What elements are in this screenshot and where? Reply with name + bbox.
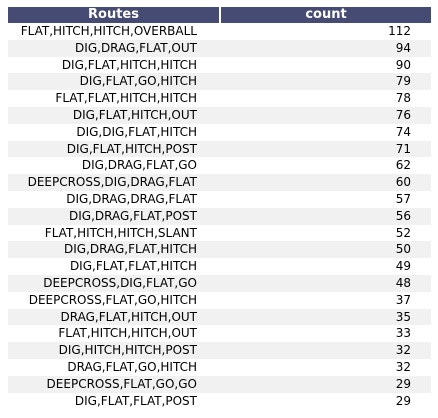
count-cell: 32 xyxy=(395,343,411,358)
table-row: DIG,FLAT,HITCH,HITCH 90 xyxy=(8,56,431,74)
table-row: DIG,DIG,FLAT,HITCH 74 xyxy=(8,123,431,141)
route-cell: DIG,DRAG,DRAG,FLAT xyxy=(66,191,197,206)
routes-table: Routes count FLAT,HITCH,HITCH,OVERBALL 11… xyxy=(8,7,431,410)
count-cell: 37 xyxy=(395,292,411,307)
route-cell: DIG,DRAG,FLAT,POST xyxy=(68,208,197,223)
table-row: FLAT,FLAT,HITCH,HITCH 78 xyxy=(8,90,431,107)
count-cell: 35 xyxy=(395,309,411,324)
table-body: FLAT,HITCH,HITCH,OVERBALL 112 DIG,DRAG,FLA… xyxy=(8,23,431,410)
route-cell: DEEPCROSS,FLAT,GO,HITCH xyxy=(28,292,197,307)
route-cell: FLAT,HITCH,HITCH,OVERBALL xyxy=(20,24,197,38)
table-row: DIG,FLAT,FLAT,HITCH 49 xyxy=(8,258,431,275)
route-cell: DIG,FLAT,HITCH,HITCH xyxy=(61,57,197,72)
count-cell: 29 xyxy=(395,393,411,408)
route-cell: DRAG,FLAT,GO,HITCH xyxy=(67,359,197,374)
count-cell: 32 xyxy=(395,359,411,374)
count-cell: 71 xyxy=(395,141,411,156)
count-cell: 57 xyxy=(395,191,411,206)
count-cell: 33 xyxy=(395,326,411,341)
count-cell: 49 xyxy=(395,259,411,274)
route-cell: DIG,FLAT,FLAT,POST xyxy=(74,393,197,408)
count-cell: 94 xyxy=(395,40,411,55)
header-row: Routes count xyxy=(8,7,431,23)
count-cell: 90 xyxy=(395,57,411,72)
route-cell: DRAG,FLAT,HITCH,OUT xyxy=(60,309,197,324)
table-row: DIG,HITCH,HITCH,POST 32 xyxy=(8,342,431,359)
table-row: FLAT,HITCH,HITCH,SLANT 52 xyxy=(8,224,431,242)
count-cell: 74 xyxy=(395,124,411,139)
count-cell: 112 xyxy=(388,24,411,38)
header-count: count xyxy=(219,7,431,23)
route-cell: FLAT,HITCH,HITCH,SLANT xyxy=(44,225,197,240)
header-routes: Routes xyxy=(8,7,219,23)
table-row: DEEPCROSS,FLAT,GO,HITCH 37 xyxy=(8,291,431,309)
count-cell: 56 xyxy=(395,208,411,223)
route-cell: DEEPCROSS,DIG,FLAT,GO xyxy=(43,275,197,290)
route-cell: DIG,DIG,FLAT,HITCH xyxy=(76,124,197,139)
route-cell: DIG,DRAG,FLAT,HITCH xyxy=(64,242,197,257)
count-cell: 50 xyxy=(395,242,411,257)
count-cell: 79 xyxy=(395,74,411,89)
route-cell: FLAT,HITCH,HITCH,OUT xyxy=(58,326,197,341)
count-cell: 78 xyxy=(395,91,411,106)
table-row: DIG,DRAG,FLAT,HITCH 50 xyxy=(8,241,431,259)
table-row: DEEPCROSS,DIG,DRAG,FLAT 60 xyxy=(8,174,431,191)
route-cell: DIG,DRAG,FLAT,GO xyxy=(81,158,197,173)
table-row: DEEPCROSS,DIG,FLAT,GO 48 xyxy=(8,274,431,292)
table-row: FLAT,HITCH,HITCH,OVERBALL 112 xyxy=(8,23,431,40)
table-row: DIG,DRAG,FLAT,POST 56 xyxy=(8,207,431,225)
route-cell: DIG,DRAG,FLAT,OUT xyxy=(75,40,197,55)
table-row: DIG,FLAT,FLAT,POST 29 xyxy=(8,392,431,410)
route-cell: DEEPCROSS,FLAT,GO,GO xyxy=(46,376,197,391)
count-cell: 76 xyxy=(395,107,411,122)
table-row: DRAG,FLAT,GO,HITCH 32 xyxy=(8,358,431,376)
table-row: DIG,DRAG,FLAT,GO 62 xyxy=(8,157,431,175)
route-cell: DIG,FLAT,GO,HITCH xyxy=(79,74,197,89)
count-cell: 60 xyxy=(395,175,411,190)
count-cell: 52 xyxy=(395,225,411,240)
route-cell: DIG,FLAT,FLAT,HITCH xyxy=(69,259,197,274)
table-row: DRAG,FLAT,HITCH,OUT 35 xyxy=(8,308,431,326)
table-row: DIG,DRAG,FLAT,OUT 94 xyxy=(8,39,431,57)
route-cell: DIG,FLAT,HITCH,OUT xyxy=(72,107,197,122)
table-row: DIG,DRAG,DRAG,FLAT 57 xyxy=(8,190,431,208)
table-row: FLAT,HITCH,HITCH,OUT 33 xyxy=(8,325,431,343)
count-cell: 62 xyxy=(395,158,411,173)
table-row: DIG,FLAT,GO,HITCH 79 xyxy=(8,73,431,91)
route-cell: DEEPCROSS,DIG,DRAG,FLAT xyxy=(27,175,197,190)
route-cell: DIG,HITCH,HITCH,POST xyxy=(58,343,197,358)
route-cell: DIG,FLAT,HITCH,POST xyxy=(66,141,197,156)
route-cell: FLAT,FLAT,HITCH,HITCH xyxy=(55,91,197,106)
table-row: DIG,FLAT,HITCH,OUT 76 xyxy=(8,106,431,124)
table-row: DIG,FLAT,HITCH,POST 71 xyxy=(8,140,431,158)
count-cell: 48 xyxy=(395,275,411,290)
count-cell: 29 xyxy=(395,376,411,391)
table-row: DEEPCROSS,FLAT,GO,GO 29 xyxy=(8,375,431,393)
